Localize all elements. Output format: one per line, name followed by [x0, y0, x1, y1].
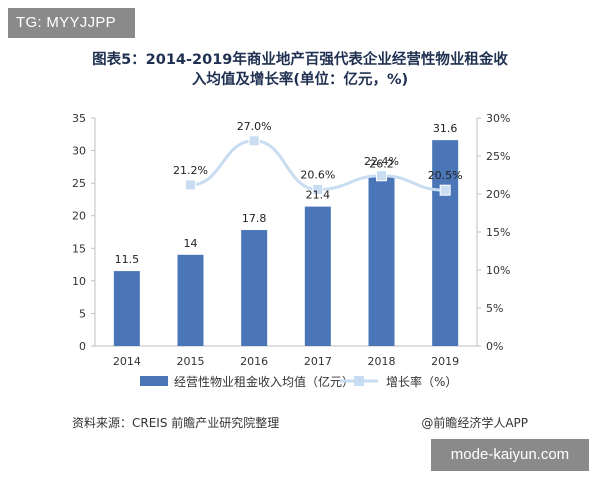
y-left-tick-label: 35 — [72, 112, 86, 125]
bar-data-label: 14 — [184, 237, 198, 250]
growth-data-label: 27.0% — [237, 120, 272, 133]
y-left-tick-label: 20 — [72, 210, 86, 223]
growth-line — [189, 139, 447, 192]
y-left-tick-label: 10 — [72, 275, 86, 288]
growth-point — [376, 170, 387, 182]
bar — [432, 140, 459, 346]
bar-data-label: 11.5 — [115, 253, 140, 266]
x-tick-label: 2019 — [431, 355, 459, 368]
y-right-tick-label: 30% — [486, 112, 510, 125]
y-right-tick-label: 20% — [486, 188, 510, 201]
chart-title-line-1: 图表5：2014-2019年商业地产百强代表企业经营性物业租金收 — [92, 52, 508, 68]
chart-title-line-2: 入均值及增长率(单位：亿元，%) — [191, 72, 409, 88]
x-tick-label: 2018 — [368, 355, 396, 368]
y-right-tick-label: 0% — [486, 340, 503, 353]
bar — [368, 175, 395, 346]
tg-tag: TG: MYYJJPP — [8, 8, 135, 38]
legend-swatch-marker — [354, 376, 364, 386]
bar — [241, 230, 268, 346]
y-left-tick-label: 5 — [79, 307, 86, 320]
x-tick-label: 2016 — [240, 355, 268, 368]
legend-swatch-bar — [140, 376, 168, 386]
growth-point — [312, 183, 324, 195]
y-left-tick-label: 25 — [72, 177, 86, 190]
legend-label-bar: 经营性物业租金收入均值（亿元） — [174, 374, 354, 389]
y-right-tick-label: 15% — [486, 226, 510, 239]
bar-data-label: 21.4 — [306, 189, 331, 202]
growth-data-label: 20.6% — [300, 168, 335, 181]
growth-data-label: 22.4% — [364, 155, 399, 168]
y-left-tick-label: 0 — [79, 340, 86, 353]
y-right-tick-label: 10% — [486, 264, 510, 277]
growth-data-label: 21.2% — [173, 164, 208, 177]
bar-data-label: 26.2 — [369, 157, 394, 170]
growth-data-label: 20.5% — [428, 169, 463, 182]
growth-point — [248, 135, 260, 147]
credit-note: @前瞻经济学人APP — [421, 416, 528, 430]
x-tick-label: 2014 — [113, 355, 141, 368]
y-left-tick-label: 30 — [72, 145, 86, 158]
bar-data-label: 17.8 — [242, 212, 267, 225]
growth-point — [439, 184, 451, 196]
y-right-tick-label: 25% — [486, 150, 510, 163]
bar — [177, 254, 204, 346]
chart-title: 图表5：2014-2019年商业地产百强代表企业经营性物业租金收 入均值及增长率… — [0, 50, 600, 90]
site-tag: mode-kaiyun.com — [431, 439, 589, 471]
y-right-tick-label: 5% — [486, 302, 503, 315]
x-tick-label: 2017 — [304, 355, 332, 368]
x-tick-label: 2015 — [177, 355, 205, 368]
bar-data-label: 31.6 — [433, 122, 458, 135]
bar — [113, 271, 140, 346]
source-note: 资料来源：CREIS 前瞻产业研究院整理 — [72, 416, 280, 430]
bar — [304, 206, 331, 346]
legend-label-line: 增长率（%） — [386, 374, 457, 389]
y-left-tick-label: 15 — [72, 242, 86, 255]
growth-point — [185, 179, 196, 191]
